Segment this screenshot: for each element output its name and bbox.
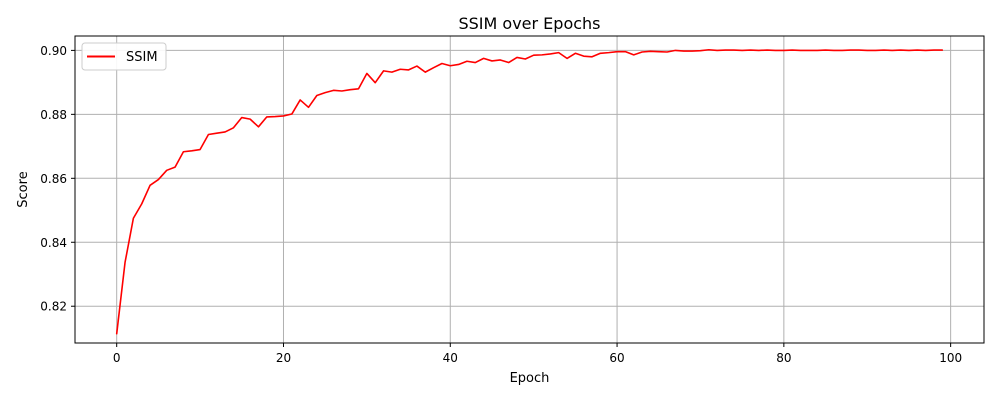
y-tick-label: 0.84 [40, 236, 67, 250]
x-tick-label: 100 [939, 351, 962, 365]
series-line-ssim [115, 48, 944, 335]
chart-legend: SSIM [81, 42, 167, 71]
x-tick-label: 40 [443, 351, 458, 365]
x-tick-label: 20 [276, 351, 291, 365]
x-tick-label: 0 [113, 351, 121, 365]
y-tick-label: 0.82 [40, 300, 67, 314]
legend-box [81, 42, 167, 71]
x-tick-label: 80 [776, 351, 791, 365]
plot-frame [74, 35, 985, 344]
y-axis-label: Score [16, 171, 31, 207]
axis-ticks: 0 20 40 60 80 100 0.82 0.84 0.86 0.88 0.90 [40, 44, 962, 365]
legend-label-ssim: SSIM [126, 50, 158, 65]
x-tick-label: 60 [609, 351, 624, 365]
y-tick-label: 0.86 [40, 172, 67, 186]
y-tick-label: 0.88 [40, 108, 67, 122]
data-series [115, 48, 944, 335]
chart-title: SSIM over Epochs [458, 14, 600, 33]
x-axis-label: Epoch [510, 371, 550, 386]
y-tick-label: 0.90 [40, 44, 67, 58]
